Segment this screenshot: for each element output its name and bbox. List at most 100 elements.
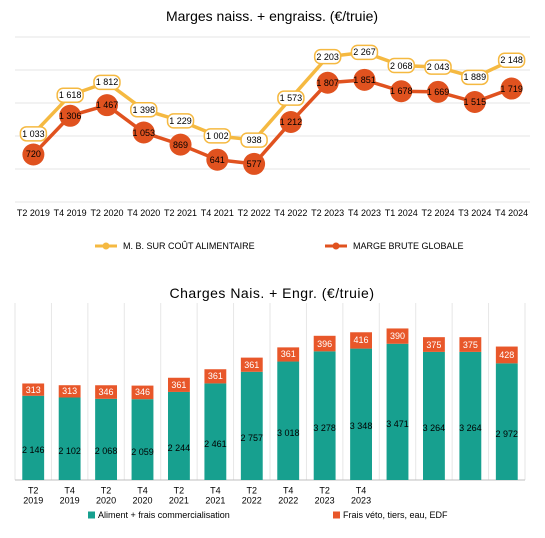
bar-segment <box>131 399 154 480</box>
data-label: 2 972 <box>495 428 519 439</box>
data-label: 1 002 <box>206 130 229 141</box>
data-label: 1 669 <box>426 86 450 97</box>
data-label: 1 618 <box>58 90 82 101</box>
data-point <box>353 68 376 91</box>
data-point <box>93 74 121 91</box>
data-label: 2 059 <box>131 446 154 457</box>
data-label: 869 <box>173 139 189 150</box>
legend-marker <box>332 242 340 250</box>
data-point <box>243 152 266 175</box>
x-tick-label: T4 2019 <box>59 485 80 506</box>
data-label: 1 719 <box>500 83 523 94</box>
data-label: 938 <box>246 134 262 145</box>
bar-segment <box>95 398 117 480</box>
data-label: 2 043 <box>426 61 450 72</box>
legend-label: Aliment + frais commercialisation <box>98 509 230 520</box>
bar-segment <box>22 383 45 396</box>
x-tick-label: T2 2022 <box>237 207 271 218</box>
data-point <box>350 44 379 61</box>
legend-label: M. B. SUR COÛT ALIMENTAIRE <box>123 240 255 251</box>
data-label: 1 306 <box>58 110 82 121</box>
legend-marker <box>102 242 110 250</box>
data-label: 1 033 <box>22 128 45 139</box>
data-label: 720 <box>25 149 41 160</box>
data-label: 2 267 <box>353 47 376 58</box>
x-tick-label: T2 2021 <box>164 207 198 218</box>
data-label: 313 <box>62 386 78 397</box>
bar-segment <box>240 371 263 480</box>
data-label: 641 <box>209 154 225 165</box>
x-tick-label: T4 2019 <box>53 207 87 218</box>
data-point <box>424 59 452 75</box>
bar-segment <box>95 385 117 399</box>
data-label: 375 <box>426 339 442 350</box>
data-point <box>497 52 526 68</box>
data-label: 428 <box>499 349 515 360</box>
x-tick-label: T4 2020 <box>127 207 161 218</box>
data-label: 1 678 <box>389 86 413 97</box>
data-point <box>390 80 413 103</box>
data-label: 361 <box>207 371 223 382</box>
data-label: 3 348 <box>349 421 373 432</box>
data-point <box>500 77 523 100</box>
data-point <box>166 113 195 129</box>
bar-segment <box>168 377 190 392</box>
data-point <box>240 132 268 148</box>
data-label: 1 889 <box>463 72 487 83</box>
data-point <box>313 48 342 65</box>
x-tick-label: T2 2023 <box>314 485 335 506</box>
legend-label: MARGE BRUTE GLOBALE <box>353 240 464 251</box>
data-label: 416 <box>353 335 369 346</box>
data-point <box>56 87 84 103</box>
x-tick-label: T1 2024 <box>384 207 418 218</box>
data-point <box>132 121 155 144</box>
x-tick-label: T4 2022 <box>274 207 308 218</box>
x-tick-label: T2 2020 <box>96 485 117 506</box>
data-label: 361 <box>171 379 187 390</box>
bar-segment <box>313 351 336 480</box>
bar-segment <box>204 383 227 480</box>
bar-segment <box>131 385 154 400</box>
data-label: 3 018 <box>276 427 300 438</box>
bar-segment <box>459 351 482 480</box>
data-label: 3 471 <box>386 418 409 429</box>
data-label: 346 <box>98 386 114 397</box>
chart-title: Charges Nais. + Engr. (€/truie) <box>169 284 375 301</box>
data-label: 3 278 <box>313 422 336 433</box>
data-point <box>316 71 339 94</box>
data-point <box>461 69 489 86</box>
data-point <box>427 80 450 103</box>
data-label: 346 <box>134 387 151 398</box>
data-point <box>169 133 192 156</box>
x-tick-label: T4 2020 <box>132 485 153 506</box>
bar-segment <box>240 357 263 372</box>
data-label: 375 <box>462 339 478 350</box>
bar-segment <box>22 395 45 480</box>
legend-swatch <box>88 511 95 519</box>
bar-segment <box>386 343 409 480</box>
bar-segment <box>313 335 336 352</box>
data-label: 1 053 <box>132 127 156 138</box>
data-label: 390 <box>389 330 406 341</box>
legend-swatch <box>333 511 340 519</box>
data-point <box>203 128 232 144</box>
bar-segment <box>58 385 81 398</box>
bar-segment <box>459 337 482 352</box>
data-label: 2 757 <box>240 432 264 443</box>
data-label: 1 812 <box>95 77 119 88</box>
bar-segment <box>168 391 190 480</box>
data-label: 1 807 <box>316 77 339 88</box>
bar-segment <box>386 328 409 344</box>
bar-segment <box>423 351 445 480</box>
data-label: 361 <box>244 359 260 370</box>
data-label: 1 515 <box>463 96 487 107</box>
data-label: 2 148 <box>500 55 523 66</box>
x-tick-label: T2 2019 <box>16 207 50 218</box>
x-tick-label: T2 2022 <box>241 485 262 506</box>
x-tick-label: T2 2019 <box>23 485 44 506</box>
data-label: 2 244 <box>167 442 191 453</box>
bar-segment <box>495 363 518 480</box>
legend-label: Frais véto, tiers, eau, EDF <box>343 509 448 520</box>
